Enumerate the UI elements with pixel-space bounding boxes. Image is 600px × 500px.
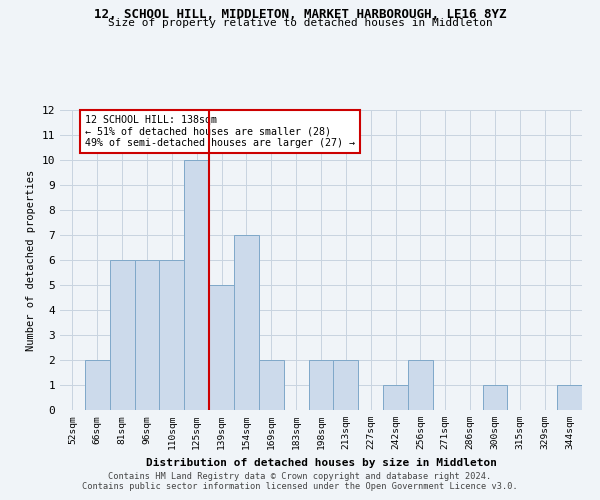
Bar bbox=[259, 360, 284, 410]
Text: Size of property relative to detached houses in Middleton: Size of property relative to detached ho… bbox=[107, 18, 493, 28]
Bar bbox=[85, 360, 110, 410]
Text: 12, SCHOOL HILL, MIDDLETON, MARKET HARBOROUGH, LE16 8YZ: 12, SCHOOL HILL, MIDDLETON, MARKET HARBO… bbox=[94, 8, 506, 20]
Bar bbox=[209, 285, 234, 410]
Bar bbox=[160, 260, 184, 410]
Bar bbox=[482, 385, 508, 410]
Bar bbox=[308, 360, 334, 410]
Bar bbox=[408, 360, 433, 410]
Y-axis label: Number of detached properties: Number of detached properties bbox=[26, 170, 36, 350]
Text: 12 SCHOOL HILL: 138sqm
← 51% of detached houses are smaller (28)
49% of semi-det: 12 SCHOOL HILL: 138sqm ← 51% of detached… bbox=[85, 115, 355, 148]
X-axis label: Distribution of detached houses by size in Middleton: Distribution of detached houses by size … bbox=[146, 458, 497, 468]
Bar bbox=[110, 260, 134, 410]
Bar bbox=[383, 385, 408, 410]
Text: Contains HM Land Registry data © Crown copyright and database right 2024.: Contains HM Land Registry data © Crown c… bbox=[109, 472, 491, 481]
Text: Contains public sector information licensed under the Open Government Licence v3: Contains public sector information licen… bbox=[82, 482, 518, 491]
Bar bbox=[134, 260, 160, 410]
Bar bbox=[234, 235, 259, 410]
Bar bbox=[334, 360, 358, 410]
Bar bbox=[184, 160, 209, 410]
Bar bbox=[557, 385, 582, 410]
